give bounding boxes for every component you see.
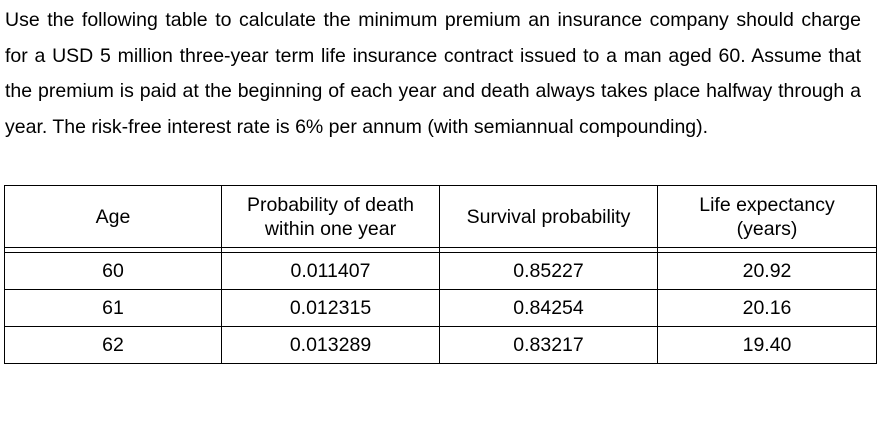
header-age: Age <box>4 185 222 248</box>
cell-probability-of-death: 0.011407 <box>221 252 440 290</box>
cell-survival-probability: 0.84254 <box>439 289 658 327</box>
cell-age: 60 <box>4 252 222 290</box>
header-probability-of-death-line2: within one year <box>264 217 397 240</box>
header-life-expectancy: Life expectancy (years) <box>657 185 877 248</box>
cell-age: 62 <box>4 326 222 364</box>
header-life-expectancy-line1: Life expectancy <box>699 193 835 216</box>
mortality-table: Age Probability of death within one year… <box>4 185 877 364</box>
cell-age: 61 <box>4 289 222 327</box>
cell-survival-probability: 0.85227 <box>439 252 658 290</box>
cell-survival-probability: 0.83217 <box>439 326 658 364</box>
header-probability-of-death-line1: Probability of death <box>247 193 414 216</box>
cell-life-expectancy: 19.40 <box>657 326 877 364</box>
cell-life-expectancy: 20.92 <box>657 252 877 290</box>
header-probability-of-death: Probability of death within one year <box>221 185 440 248</box>
header-survival-probability: Survival probability <box>439 185 658 248</box>
table-row: 60 0.011407 0.85227 20.92 <box>4 252 877 290</box>
header-age-label: Age <box>95 205 131 228</box>
table-row: 61 0.012315 0.84254 20.16 <box>4 289 877 327</box>
header-life-expectancy-line2: (years) <box>736 217 798 240</box>
table-row: 62 0.013289 0.83217 19.40 <box>4 326 877 364</box>
cell-life-expectancy: 20.16 <box>657 289 877 327</box>
problem-statement: Use the following table to calculate the… <box>5 9 861 138</box>
cell-probability-of-death: 0.012315 <box>221 289 440 327</box>
header-survival-probability-label: Survival probability <box>466 205 631 228</box>
table-header-row: Age Probability of death within one year… <box>4 185 877 248</box>
cell-probability-of-death: 0.013289 <box>221 326 440 364</box>
